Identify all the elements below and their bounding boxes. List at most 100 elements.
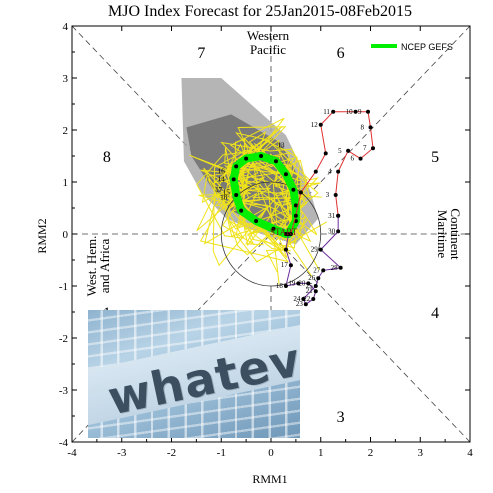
observed-point: [323, 151, 328, 156]
ensemble-mean-point: [254, 219, 259, 223]
observed-point: [321, 268, 326, 273]
ensemble-mean-point: [234, 164, 239, 169]
y-tick-label: 3: [63, 73, 69, 85]
unit-circle: [220, 181, 322, 287]
phase-label: 5: [431, 149, 439, 166]
x-tick-label: 1: [318, 447, 324, 459]
x-tick-label: 4: [467, 447, 473, 459]
ensemble-mean-point: [293, 203, 298, 208]
day-label: 7: [363, 144, 367, 152]
region-top-line2: Pacific: [250, 42, 286, 57]
x-tick-label: 2: [368, 447, 374, 459]
day-label: 28: [331, 264, 339, 272]
day-label: 19: [288, 279, 296, 287]
observed-point: [346, 148, 351, 153]
observed-point: [296, 281, 301, 286]
observed-point: [336, 169, 341, 174]
diagonal-line: [71, 25, 471, 443]
observed-point: [331, 109, 336, 114]
day-label: 24: [293, 295, 301, 303]
day-label: 9: [358, 108, 362, 116]
observed-point: [353, 109, 358, 114]
observed-point: [313, 289, 318, 294]
y-tick-label: -2: [59, 333, 68, 345]
amplitude-one-circle: [220, 181, 322, 287]
y-tick-label: -1: [59, 281, 68, 293]
observed-point: [318, 122, 323, 127]
ensemble-mean-point: [273, 159, 278, 164]
day-label: 8: [361, 123, 365, 131]
observed-point: [283, 247, 288, 252]
observed-point: [313, 169, 318, 174]
y-axis-title: RMM2: [35, 218, 49, 253]
day-label: 29: [311, 246, 319, 254]
legend-label: NCEP GEFS: [401, 42, 453, 52]
x-tick-label: -2: [167, 447, 176, 459]
region-right-line1: Maritime: [435, 210, 450, 259]
observed-point: [368, 125, 373, 130]
y-tick-label: 4: [63, 21, 69, 33]
observed-point: [286, 232, 291, 236]
observed-point: [306, 281, 311, 286]
phase-label: 3: [337, 409, 345, 426]
day-label: 4: [328, 168, 332, 176]
region-right-line2: Continent: [448, 208, 463, 260]
observed-point: [366, 109, 371, 114]
x-tick-label: -3: [117, 447, 127, 459]
ensemble-mean-line: [229, 152, 300, 238]
y-tick-label: 0: [63, 229, 69, 241]
start-label: START: [270, 227, 298, 237]
day-label: 14: [218, 175, 226, 183]
y-tick-label: 2: [63, 125, 69, 137]
phase-label: 6: [337, 45, 345, 62]
observed-point: [316, 276, 321, 281]
observed-point: [288, 263, 293, 268]
observed-point: [358, 156, 363, 161]
legend-swatch: [371, 44, 397, 48]
day-label: 21: [306, 287, 314, 295]
ensemble-mean-point: [234, 193, 239, 197]
observed-point: [336, 229, 341, 234]
observed-point: [303, 302, 308, 307]
day-label: 6: [351, 155, 355, 163]
ensemble-mean-point: [271, 226, 276, 231]
day-label: 12: [311, 121, 319, 129]
y-tick-label: -4: [59, 437, 69, 449]
observed-point: [283, 284, 288, 288]
day-label: 13: [277, 142, 285, 150]
day-label: 16: [218, 168, 226, 176]
day-label: 10: [346, 108, 354, 116]
region-left-line2: and Africa: [97, 239, 112, 294]
observed-point: [313, 284, 318, 288]
day-label: 18: [276, 282, 284, 290]
observed-line: [290, 111, 374, 235]
observed-point: [318, 247, 323, 252]
phase-label: 8: [103, 149, 111, 166]
day-label: 11: [323, 108, 330, 116]
observed-point: [301, 297, 306, 301]
region-left-line1: West. Hem.: [84, 236, 99, 297]
ensemble-member-line: [199, 117, 322, 263]
ensemble-mean-point: [244, 156, 249, 161]
ensemble-member-line: [212, 143, 320, 271]
day-label: 27: [313, 266, 321, 274]
day-label: 23: [296, 300, 304, 308]
day-label: 25: [306, 282, 314, 290]
ensemble-mean-point: [239, 208, 244, 213]
day-label: 5: [338, 147, 342, 155]
ensemble-mean-point: [259, 154, 264, 158]
ensemble-mean-point: [283, 172, 288, 177]
day-label: 26: [308, 274, 316, 282]
region-top-line1: Western: [247, 28, 290, 43]
observed-point: [298, 190, 303, 195]
x-tick-label: -4: [67, 447, 77, 459]
day-label: 22: [303, 295, 311, 303]
observed-point: [370, 146, 375, 151]
day-label: 3: [326, 191, 330, 199]
y-tick-label: -3: [59, 385, 69, 397]
x-axis-title: RMM1: [252, 472, 287, 486]
day-label: 17: [215, 186, 223, 194]
observed-point: [293, 213, 298, 218]
